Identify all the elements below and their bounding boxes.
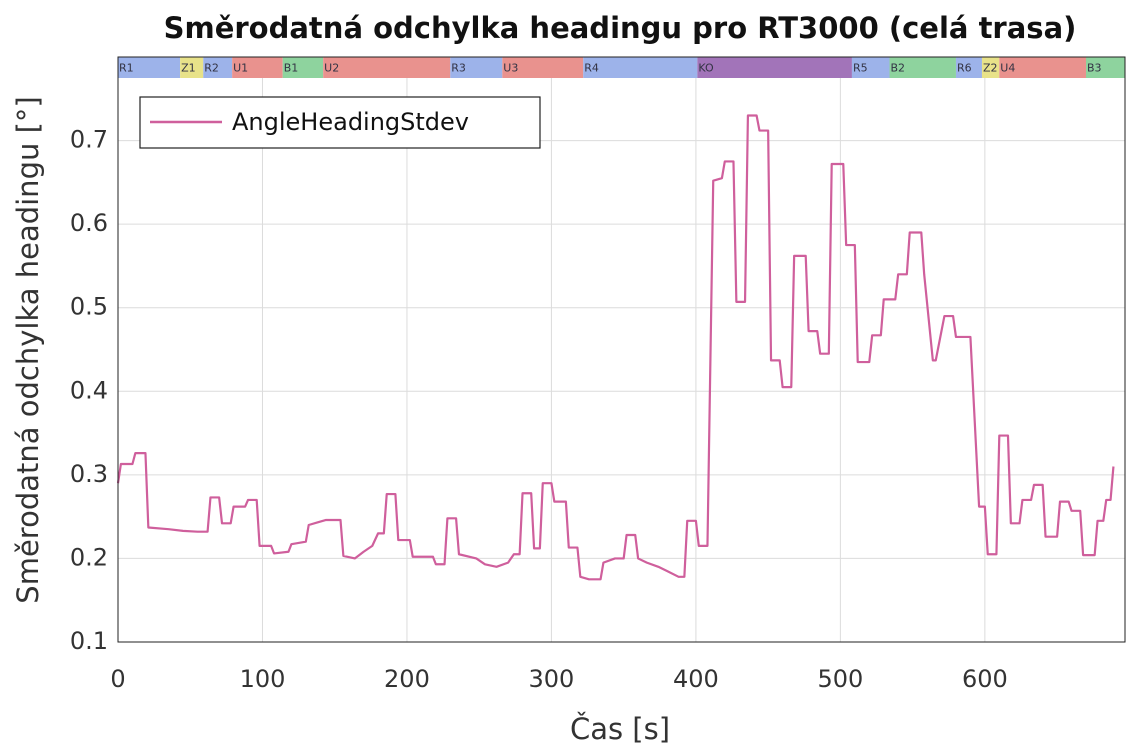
band-label: U1 [233, 62, 248, 75]
band [583, 57, 698, 78]
x-tick-label: 500 [817, 665, 863, 693]
legend-label: AngleHeadingStdev [232, 108, 469, 136]
band [697, 57, 852, 78]
band [889, 57, 956, 78]
y-tick-label: 0.6 [70, 209, 108, 237]
band-label: B1 [284, 62, 299, 75]
band [323, 57, 451, 78]
band [450, 57, 503, 78]
band-label: U2 [324, 62, 339, 75]
y-tick-label: 0.3 [70, 460, 108, 488]
band [502, 57, 584, 78]
band-label: R6 [957, 62, 972, 75]
band [1085, 57, 1125, 78]
band [203, 57, 233, 78]
data-line [116, 114, 1115, 581]
x-axis-label: Čas [s] [570, 712, 670, 746]
band-label: R4 [584, 62, 599, 75]
band-label: R1 [119, 62, 134, 75]
band [851, 57, 890, 78]
band-label: B3 [1087, 62, 1102, 75]
legend: AngleHeadingStdev [139, 96, 541, 149]
band [180, 57, 204, 78]
chart-title: Směrodatná odchylka headingu pro RT3000 … [164, 11, 1077, 45]
band-label: Z2 [983, 62, 998, 75]
band-label: R5 [853, 62, 868, 75]
y-tick-label: 0.7 [70, 126, 108, 154]
y-tick-label: 0.1 [70, 627, 108, 655]
band [955, 57, 982, 78]
band [999, 57, 1086, 78]
x-tick-label: 400 [673, 665, 719, 693]
band-label: R2 [204, 62, 219, 75]
band [981, 57, 1000, 78]
band [232, 57, 283, 78]
band-label: U4 [1000, 62, 1015, 75]
y-axis-label: Směrodatná odchylka headingu [°] [11, 96, 45, 603]
band-label: B2 [891, 62, 906, 75]
x-tick-label: 100 [240, 665, 286, 693]
x-tick-label: 200 [384, 665, 430, 693]
plot-frame [117, 56, 1126, 643]
x-tick-label: 600 [962, 665, 1008, 693]
band [118, 57, 181, 78]
y-tick-label: 0.2 [70, 543, 108, 571]
y-tick-label: 0.5 [70, 293, 108, 321]
x-tick-label: 300 [529, 665, 575, 693]
band-label: KO [698, 62, 714, 75]
band-label: R3 [451, 62, 466, 75]
x-tick-label: 0 [110, 665, 125, 693]
y-tick-label: 0.4 [70, 376, 108, 404]
band [282, 57, 324, 78]
band-label: Z1 [181, 62, 196, 75]
band-label: U3 [503, 62, 518, 75]
